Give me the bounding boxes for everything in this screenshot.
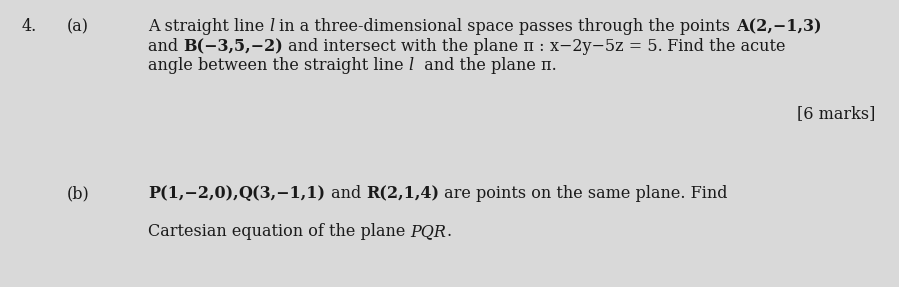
Text: and: and [325,185,366,202]
Text: P(1,−2,0),: P(1,−2,0), [148,185,238,202]
Text: in a three-dimensional space passes through the points: in a three-dimensional space passes thro… [274,18,735,35]
Text: [6 marks]: [6 marks] [797,105,875,122]
Text: Cartesian equation of the plane: Cartesian equation of the plane [148,223,411,240]
Text: l: l [270,18,274,35]
Text: angle between the straight line: angle between the straight line [148,57,409,74]
Text: l: l [409,57,414,74]
Text: 4.: 4. [22,18,37,35]
Text: PQR: PQR [411,223,447,240]
Text: x−2y−5z = 5.: x−2y−5z = 5. [549,38,663,55]
Text: and the plane π.: and the plane π. [414,57,556,74]
Text: (b): (b) [67,185,90,202]
Text: R(2,1,4): R(2,1,4) [366,185,439,202]
Text: and intersect with the plane π :: and intersect with the plane π : [283,38,549,55]
Text: A straight line: A straight line [148,18,270,35]
Text: Q(3,−1,1): Q(3,−1,1) [238,185,325,202]
Text: (a): (a) [67,18,89,35]
Text: are points on the same plane. Find: are points on the same plane. Find [439,185,727,202]
Text: Find the acute: Find the acute [663,38,786,55]
Text: and: and [148,38,183,55]
Text: .: . [447,223,451,240]
Text: A(2,−1,3): A(2,−1,3) [735,18,821,35]
Text: B(−3,5,−2): B(−3,5,−2) [183,38,283,55]
